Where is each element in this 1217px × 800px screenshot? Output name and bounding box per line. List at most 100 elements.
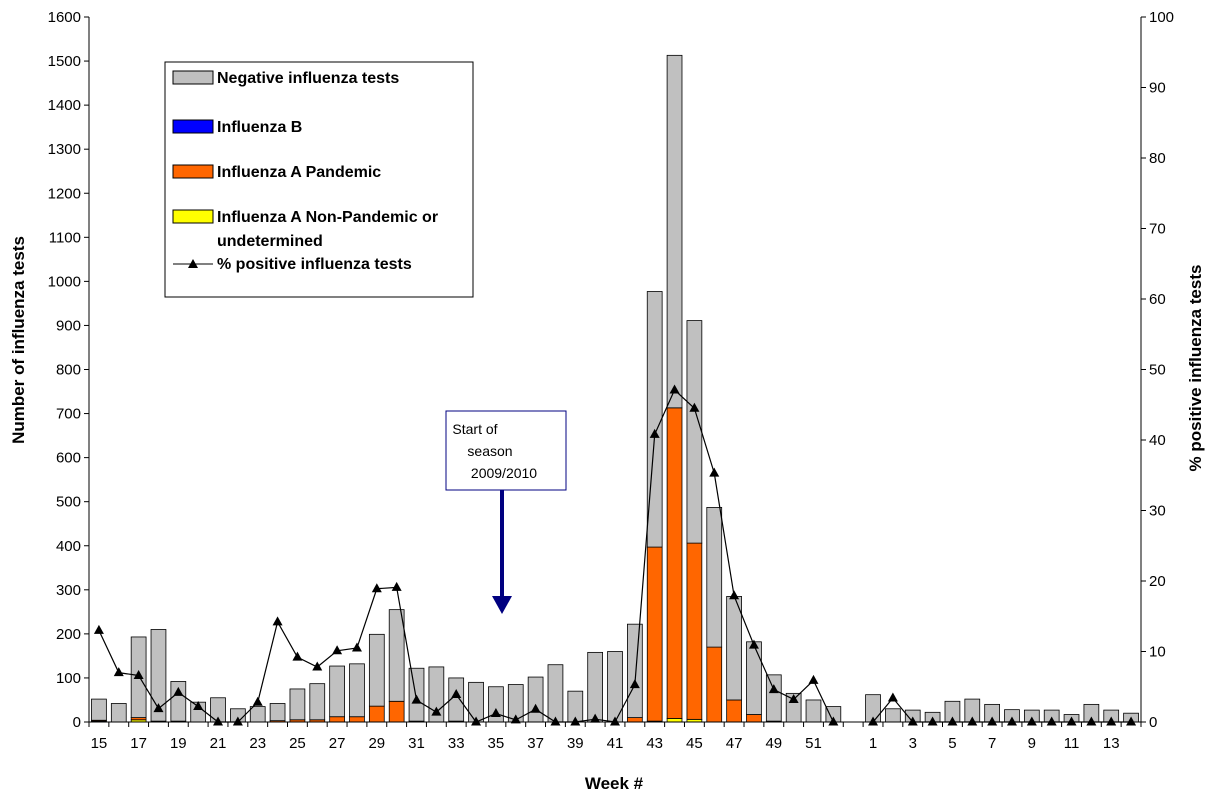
percent-positive-marker-13 (1106, 716, 1117, 726)
y2-tick-label: 60 (1149, 291, 1166, 308)
bar-negative-influenza-tests-44 (666, 54, 683, 409)
percent-positive-marker-10 (1046, 716, 1057, 726)
legend: Negative influenza tests Influenza B Inf… (164, 61, 474, 298)
bar-influenza-a-pandemic-30 (388, 700, 405, 723)
percent-positive-marker-16 (113, 667, 124, 677)
percent-positive-marker-29 (371, 583, 382, 593)
x-tick-label-45: 45 (686, 735, 703, 752)
bar-negative-influenza-tests-27 (329, 665, 345, 718)
y2-tick-label: 0 (1149, 714, 1157, 731)
legend-label-negative: Negative influenza tests (217, 70, 399, 87)
percent-positive-marker-19 (173, 686, 184, 696)
legend-swatch-non-pandemic (172, 209, 214, 224)
y-tick-label: 800 (56, 362, 81, 379)
annotation-line-2: season (467, 443, 512, 459)
percent-positive-marker-35 (490, 708, 501, 718)
annotation-arrow-head (492, 596, 512, 614)
bar-negative-influenza-tests-51 (805, 699, 822, 723)
percent-positive-marker-33 (451, 689, 462, 698)
y-tick-label: 700 (56, 406, 81, 423)
x-tick-label-11: 11 (1064, 735, 1080, 752)
percent-positive-marker-48 (748, 639, 759, 649)
legend-swatch-negative (172, 70, 214, 85)
bar-negative-influenza-tests-25 (289, 688, 306, 721)
bar-negative-influenza-tests-34 (468, 681, 484, 723)
x-tick-label-35: 35 (488, 735, 505, 752)
x-tick-label-33: 33 (448, 735, 465, 752)
y2-tick-label: 20 (1149, 573, 1166, 590)
percent-positive-marker-27 (332, 645, 343, 655)
percent-positive-marker-14 (1126, 716, 1137, 726)
bar-influenza-a-pandemic-28 (349, 716, 365, 723)
percent-positive-marker-42 (629, 679, 640, 689)
bar-negative-influenza-tests-30 (388, 609, 405, 702)
x-tick-label-3: 3 (909, 735, 917, 752)
bar-negative-influenza-tests-38 (547, 664, 564, 723)
percent-positive-marker-8 (1006, 716, 1017, 726)
x-tick-label-25: 25 (289, 735, 306, 752)
legend-triangle-marker (188, 259, 198, 268)
percent-positive-marker-36 (510, 714, 521, 724)
x-tick-label-37: 37 (527, 735, 544, 752)
y-tick-label: 300 (56, 582, 81, 599)
x-tick-label-9: 9 (1028, 735, 1036, 752)
x-tick-label-13: 13 (1103, 735, 1120, 752)
percent-positive-marker-25 (292, 651, 303, 661)
y2-tick-label: 90 (1149, 80, 1166, 97)
bar-negative-influenza-tests-42 (627, 623, 643, 718)
percent-positive-marker-30 (391, 581, 402, 591)
bar-negative-influenza-tests-33 (448, 677, 465, 722)
y-tick-label: 0 (73, 714, 81, 731)
bar-influenza-a-pandemic-46 (706, 646, 723, 723)
bar-negative-influenza-tests-16 (110, 703, 127, 723)
y-axis-title: Number of influenza tests (9, 236, 28, 444)
y-tick-label: 600 (56, 450, 81, 467)
percent-positive-marker-32 (431, 706, 442, 716)
percent-positive-marker-41 (610, 716, 620, 726)
y-tick-label: 500 (56, 494, 81, 511)
x-tick-label-41: 41 (607, 735, 624, 752)
season-start-annotation: Start of season 2009/2010 (445, 410, 567, 614)
bar-influenza-a-pandemic-44 (666, 407, 683, 719)
percent-positive-marker-39 (570, 716, 581, 726)
x-tick-label-1: 1 (869, 735, 877, 752)
annotation-line-3: 2009/2010 (471, 465, 537, 481)
percent-positive-marker-47 (729, 590, 740, 600)
bar-influenza-a-pandemic-42 (627, 717, 643, 723)
bar-influenza-a-pandemic-27 (329, 716, 345, 723)
percent-positive-marker-22 (232, 716, 243, 726)
x-tick-label-5: 5 (948, 735, 956, 752)
percent-positive-marker-18 (153, 703, 164, 713)
y-tick-label: 900 (56, 317, 81, 334)
percent-positive-marker-3 (907, 716, 918, 726)
legend-frame (164, 61, 474, 298)
x-tick-label-43: 43 (646, 735, 663, 752)
bar-negative-influenza-tests-40 (587, 651, 604, 723)
percent-positive-marker-2 (887, 692, 898, 702)
percent-positive-marker-49 (768, 684, 779, 694)
legend-label-non-pandemic-line2: undetermined (217, 233, 323, 250)
y2-tick-label: 10 (1149, 644, 1166, 661)
percent-positive-marker-15 (93, 624, 104, 634)
y-tick-label: 1300 (48, 141, 81, 158)
percent-positive-marker-52 (828, 716, 839, 726)
y2-tick-label: 100 (1149, 9, 1174, 26)
x-tick-label-21: 21 (210, 735, 227, 752)
percent-positive-marker-37 (530, 703, 541, 713)
bar-negative-influenza-tests-26 (309, 683, 326, 721)
y2-tick-label: 80 (1149, 150, 1166, 167)
x-tick-label-31: 31 (408, 735, 425, 752)
y2-tick-label: 70 (1149, 221, 1166, 238)
bar-negative-influenza-tests-28 (349, 663, 365, 718)
x-tick-label-23: 23 (249, 735, 266, 752)
percent-positive-marker-1 (868, 716, 879, 726)
percent-positive-marker-44 (669, 384, 680, 394)
percent-positive-marker-46 (709, 467, 720, 477)
percent-positive-marker-28 (351, 642, 362, 652)
bar-influenza-a-pandemic-43 (646, 546, 663, 722)
x-tick-label-17: 17 (130, 735, 147, 752)
y-tick-label: 1400 (48, 97, 81, 114)
bar-negative-influenza-tests-23 (249, 706, 266, 723)
x-tick-label-7: 7 (988, 735, 996, 752)
x-tick-label-15: 15 (91, 735, 108, 752)
